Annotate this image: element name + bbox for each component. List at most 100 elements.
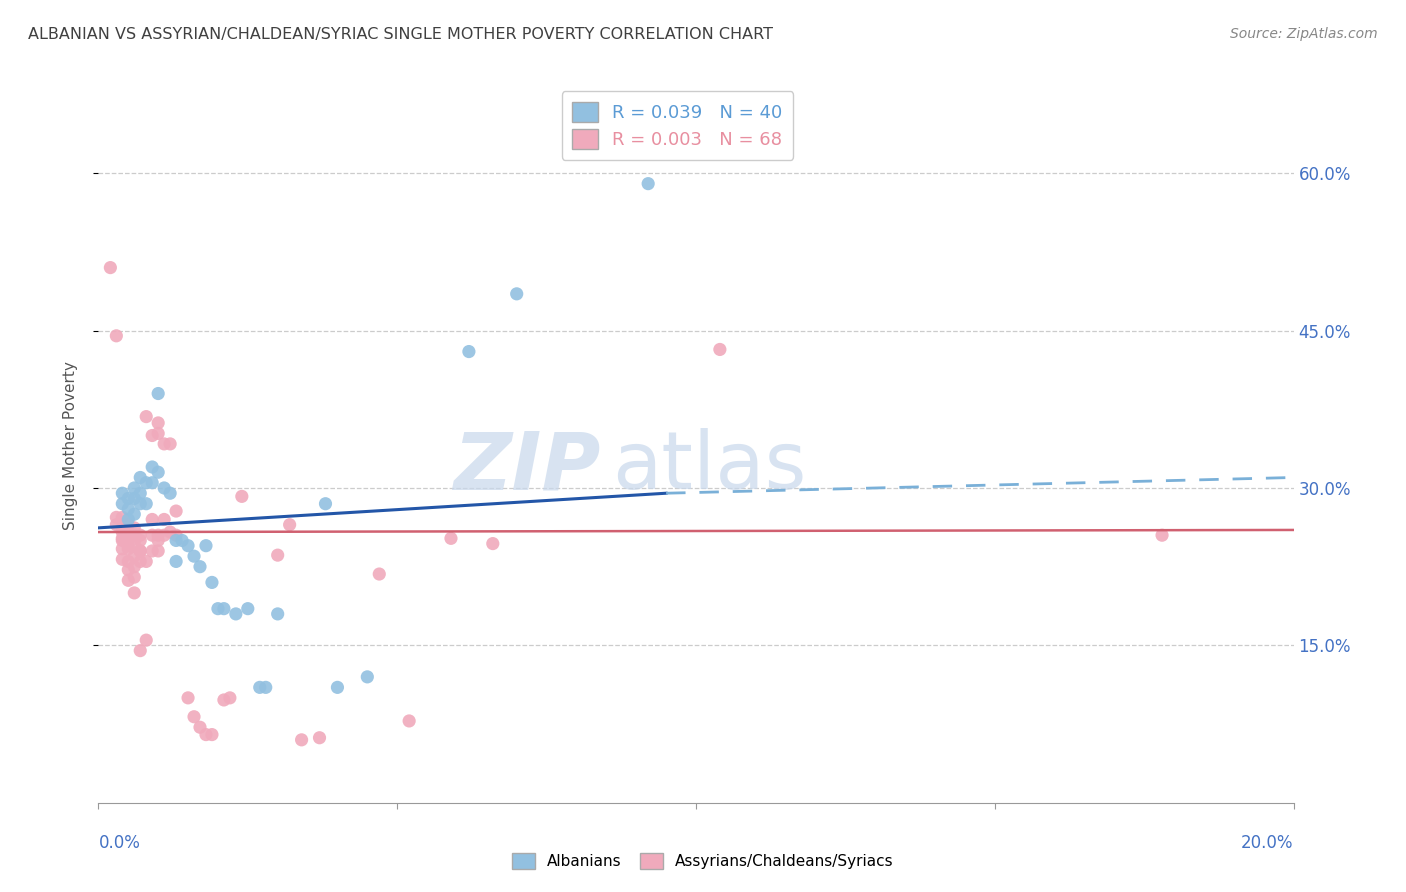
Point (315, 497, 337, 511)
Point (506, 286, 529, 301)
Point (111, 510, 134, 524)
Point (231, 489, 253, 503)
Point (135, 554, 157, 568)
Legend: R = 0.039   N = 40, R = 0.003   N = 68: R = 0.039 N = 40, R = 0.003 N = 68 (561, 91, 793, 160)
Point (117, 574, 139, 588)
Point (124, 491, 146, 506)
Point (129, 643, 152, 657)
Point (100, 260, 122, 275)
Point (117, 517, 139, 532)
Point (212, 693, 235, 707)
Point (129, 533, 152, 548)
Point (141, 475, 163, 490)
Point (124, 481, 146, 495)
Point (135, 409, 157, 424)
Point (129, 528, 152, 542)
Point (141, 428, 163, 442)
Point (105, 510, 128, 524)
Legend: Albanians, Assyrians/Chaldeans/Syriacs: Albanians, Assyrians/Chaldeans/Syriacs (506, 847, 900, 875)
Text: atlas: atlas (613, 428, 807, 507)
Point (291, 732, 314, 747)
Point (153, 437, 176, 451)
Point (111, 486, 134, 500)
Point (141, 528, 163, 542)
Point (219, 690, 242, 705)
Point (165, 504, 187, 518)
Y-axis label: Single Mother Poverty: Single Mother Poverty (63, 361, 77, 531)
Point (188, 559, 211, 574)
Point (124, 559, 146, 574)
Text: Source: ZipAtlas.com: Source: ZipAtlas.com (1230, 27, 1378, 41)
Point (117, 528, 139, 542)
Point (135, 475, 157, 490)
Point (129, 497, 152, 511)
Point (183, 549, 205, 564)
Point (117, 554, 139, 568)
Point (637, 177, 659, 191)
Point (124, 528, 146, 542)
Point (117, 563, 139, 577)
Point (141, 460, 163, 475)
Point (177, 690, 200, 705)
Point (148, 426, 170, 441)
Point (153, 512, 176, 526)
Point (236, 601, 259, 615)
Point (709, 343, 731, 357)
Point (124, 535, 146, 549)
Point (153, 528, 176, 542)
Point (165, 533, 187, 548)
Point (225, 607, 247, 621)
Point (1150, 528, 1173, 542)
Point (135, 497, 157, 511)
Point (368, 567, 391, 582)
Point (440, 532, 463, 546)
Point (356, 670, 378, 684)
Point (141, 544, 163, 558)
Point (117, 539, 139, 553)
Point (124, 521, 146, 535)
Point (159, 486, 181, 500)
Point (148, 533, 170, 548)
Point (308, 731, 330, 745)
Point (111, 532, 134, 546)
Point (249, 681, 271, 695)
Point (111, 521, 134, 535)
Point (148, 416, 170, 430)
Point (165, 528, 187, 542)
Point (326, 681, 349, 695)
Point (111, 552, 134, 566)
Point (129, 486, 152, 500)
Point (129, 470, 152, 484)
Point (124, 549, 146, 564)
Point (207, 601, 229, 615)
Point (201, 728, 224, 742)
Point (105, 517, 128, 532)
Point (135, 633, 157, 648)
Point (267, 548, 290, 562)
Point (398, 714, 420, 728)
Point (195, 539, 218, 553)
Point (105, 328, 128, 343)
Point (111, 541, 134, 556)
Point (195, 728, 218, 742)
Point (148, 544, 170, 558)
Text: ALBANIAN VS ASSYRIAN/CHALDEAN/SYRIAC SINGLE MOTHER POVERTY CORRELATION CHART: ALBANIAN VS ASSYRIAN/CHALDEAN/SYRIAC SIN… (28, 27, 773, 42)
Point (188, 720, 211, 734)
Text: 20.0%: 20.0% (1241, 834, 1294, 852)
Point (159, 524, 181, 539)
Point (172, 533, 194, 548)
Point (124, 570, 146, 584)
Point (124, 507, 146, 521)
Point (183, 710, 205, 724)
Point (117, 502, 139, 516)
Point (177, 539, 200, 553)
Text: 0.0%: 0.0% (98, 834, 141, 852)
Text: ZIP: ZIP (453, 428, 600, 507)
Point (117, 512, 139, 526)
Point (111, 497, 134, 511)
Point (153, 481, 176, 495)
Point (129, 544, 152, 558)
Point (141, 512, 163, 526)
Point (117, 541, 139, 556)
Point (148, 465, 170, 479)
